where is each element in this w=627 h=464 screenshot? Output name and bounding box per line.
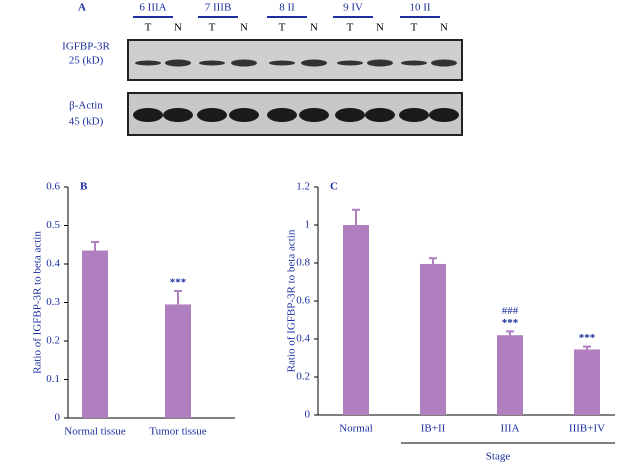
lane-label: 10 II [409,2,430,14]
y-tick-label: 1 [305,219,311,231]
error-bar [506,330,514,336]
sample-label: T [145,22,152,34]
x-tick-label: IIIB+IV [569,423,605,435]
x-tick-label: IIIA [501,423,520,435]
band [165,59,191,67]
band [229,108,259,122]
y-tick-label: 0.6 [296,295,310,307]
lane-label: 6 IIIA [139,2,166,14]
y-tick-label: 0.3 [46,296,60,308]
sample-label: T [411,22,418,34]
bar [165,304,191,418]
band [163,108,193,122]
band [231,59,257,67]
sample-label: N [440,22,448,34]
y-tick-label: 0 [305,409,311,421]
bar [82,250,108,418]
error-bar [429,257,437,264]
sample-label: T [347,22,354,34]
protein-label: IGFBP-3R [62,41,110,53]
y-tick-label: 0.4 [46,258,60,270]
band [429,108,459,122]
band [267,108,297,122]
y-tick-label: 1.2 [296,181,310,193]
band [401,60,427,66]
band [365,108,395,122]
bar [574,349,600,415]
size-label: 25 (kD) [69,55,104,67]
sample-label: N [310,22,318,34]
band [133,108,163,122]
lane-label: 8 II [279,2,295,14]
band [269,60,295,66]
band [431,59,457,67]
x-axis-label: Stage [486,451,511,463]
size-label: 45 (kD) [69,116,104,128]
y-axis-label: Ratio of IGFBP-3R to beta actin [286,229,298,372]
band [299,108,329,122]
y-tick-label: 0 [55,412,61,424]
band [367,59,393,67]
y-tick-label: 0.4 [296,333,310,345]
significance-mark: *** [170,276,187,288]
y-tick-label: 0.1 [46,373,60,385]
panel-label: C [330,181,338,193]
x-tick-label: Normal tissue [64,426,126,438]
significance-mark: *** [502,317,519,329]
bar [420,263,446,415]
band [301,59,327,67]
y-tick-label: 0.2 [296,371,310,383]
error-bar [583,345,591,350]
panel-label: B [80,181,88,193]
x-tick-label: Tumor tissue [149,426,206,438]
sample-label: N [376,22,384,34]
protein-label: β-Actin [69,100,103,112]
y-tick-label: 0.8 [296,257,310,269]
error-bar [91,241,99,251]
y-axis-label: Ratio of IGFBP-3R to beta actin [32,231,44,374]
significance-mark: *** [579,332,596,344]
panel-label: A [78,2,86,14]
band [135,60,161,66]
error-bar [174,289,182,305]
band [337,60,363,66]
y-tick-label: 0.5 [46,219,60,231]
sample-label: T [209,22,216,34]
band [335,108,365,122]
bar [343,225,369,415]
y-tick-label: 0.2 [46,335,60,347]
lane-label: 9 IV [343,2,363,14]
bar [497,335,523,415]
lane-label: 7 IIIB [205,2,232,14]
band [399,108,429,122]
sample-label: N [174,22,182,34]
sample-label: N [240,22,248,34]
y-tick-label: 0.6 [46,181,60,193]
significance-mark: ### [502,305,519,317]
x-tick-label: IB+II [421,423,446,435]
band [199,60,225,66]
sample-label: T [279,22,286,34]
x-tick-label: Normal [339,423,373,435]
band [197,108,227,122]
error-bar [352,208,360,225]
